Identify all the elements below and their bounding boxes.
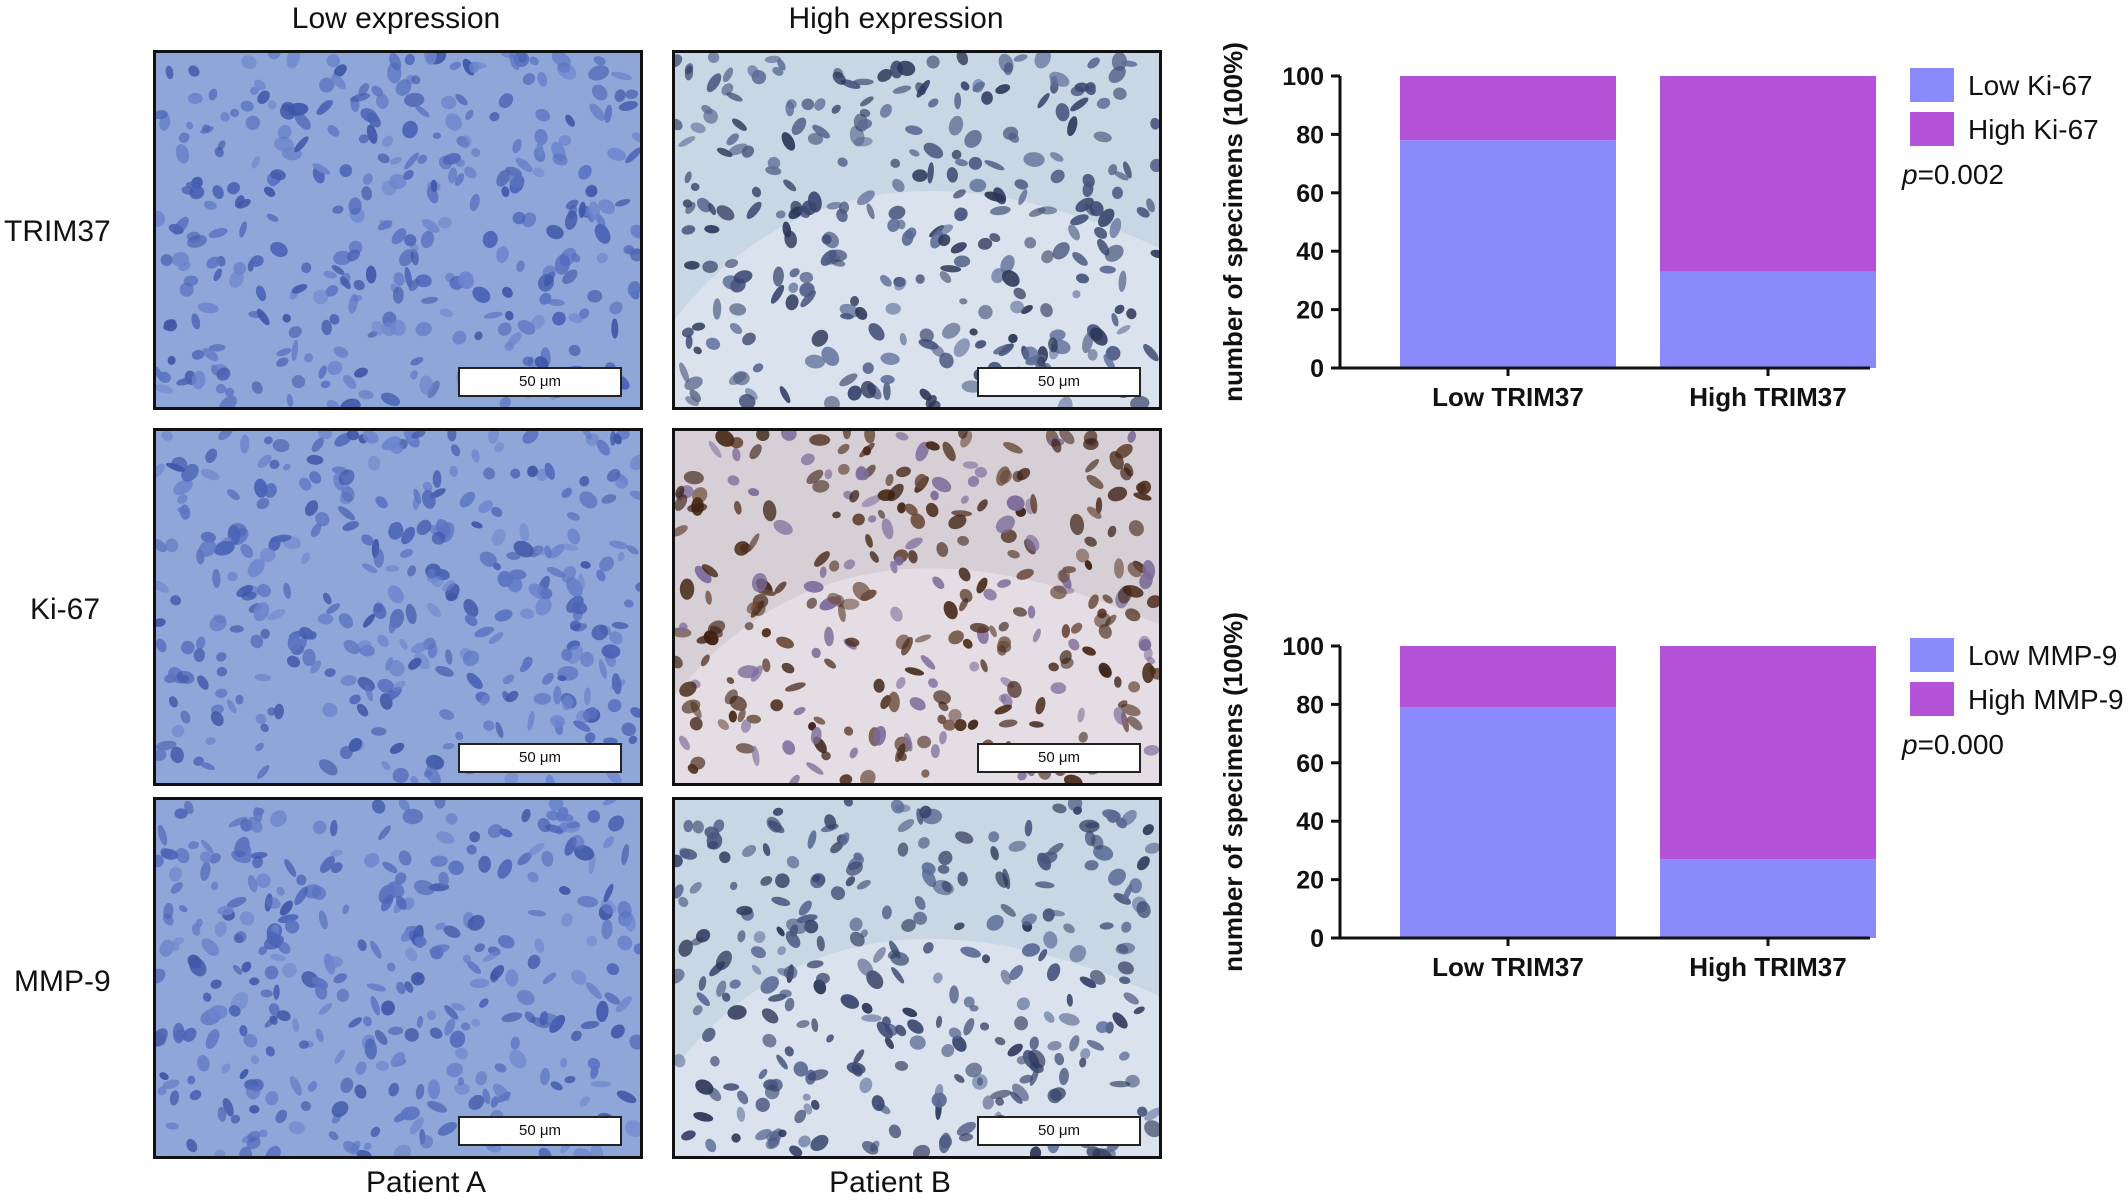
scale-bar: 50 μm [977, 1116, 1141, 1146]
bar-high-low-trim37 [1400, 646, 1616, 708]
legend-label: High Ki-67 [1968, 114, 2099, 145]
legend-swatch [1910, 68, 1954, 102]
x-tick-label: High TRIM37 [1689, 382, 1846, 412]
chart-mmp9: number of specimens (100%) Low TRIM37 High… [1210, 612, 2128, 1155]
y-tick-label: 60 [1296, 750, 1324, 778]
tissue-image [675, 431, 1159, 783]
x-tick-label: High TRIM37 [1689, 952, 1846, 982]
column-header-high: High expression [788, 2, 1004, 35]
legend-swatch [1910, 682, 1954, 716]
bar-low-low-trim37 [1400, 140, 1616, 368]
patient-label-b: Patient B [829, 1166, 951, 1199]
legend-swatch [1910, 112, 1954, 146]
legend-label: Low MMP-9 [1968, 640, 2117, 671]
tissue-image [675, 53, 1159, 407]
y-tick-label: 20 [1296, 297, 1324, 325]
micrograph-ki67-high: 50 μm [672, 428, 1162, 786]
micrograph-trim37-low: 50 μm [153, 50, 643, 410]
legend-swatch [1910, 638, 1954, 672]
bar-low-high-trim37 [1660, 859, 1876, 938]
patient-label-a: Patient A [365, 1166, 487, 1199]
y-tick-label: 80 [1296, 121, 1324, 149]
tissue-image [156, 431, 640, 783]
scale-bar: 50 μm [458, 1116, 622, 1146]
y-tick-label: 80 [1296, 691, 1324, 719]
bar-high-high-trim37 [1660, 76, 1876, 272]
y-tick-label: 40 [1296, 238, 1324, 266]
y-tick-label: 60 [1296, 180, 1324, 208]
row-label-ki67: Ki-67 [30, 593, 101, 626]
bar-high-low-trim37 [1400, 76, 1616, 141]
row-label-trim37: TRIM37 [4, 215, 111, 248]
row-label-mmp9: MMP-9 [14, 965, 111, 998]
y-tick-label: 0 [1310, 925, 1324, 953]
bar-low-low-trim37 [1400, 707, 1616, 938]
p-value-annotation: p=0.002 [1901, 159, 2004, 190]
y-axis-label: number of specimens (100%) [1218, 612, 1248, 972]
scale-bar: 50 μm [977, 367, 1141, 397]
x-tick-label: Low TRIM37 [1432, 382, 1584, 412]
chart-ki67-svg: number of specimens (100%) Low TRIM37 High… [1218, 42, 2099, 412]
p-value-annotation: p=0.000 [1901, 729, 2004, 760]
legend-label: High MMP-9 [1968, 684, 2124, 715]
y-tick-label: 40 [1296, 808, 1324, 836]
legend-label: Low Ki-67 [1968, 70, 2093, 101]
tissue-image [156, 53, 640, 407]
micrograph-mmp9-low: 50 μm [153, 797, 643, 1159]
scale-bar: 50 μm [458, 367, 622, 397]
micrograph-trim37-high: 50 μm [672, 50, 1162, 410]
scale-bar: 50 μm [458, 743, 622, 773]
y-axis-label: number of specimens (100%) [1218, 42, 1248, 402]
scale-bar: 50 μm [977, 743, 1141, 773]
y-tick-label: 0 [1310, 355, 1324, 383]
chart-mmp9-svg: number of specimens (100%) Low TRIM37 High… [1218, 612, 2124, 982]
y-tick-label: 100 [1282, 633, 1324, 661]
tissue-image [156, 800, 640, 1156]
column-header-low: Low expression [291, 2, 501, 35]
micrograph-ki67-low: 50 μm [153, 428, 643, 786]
bar-low-high-trim37 [1660, 271, 1876, 368]
micrograph-mmp9-high: 50 μm [672, 797, 1162, 1159]
chart-ki67: number of specimens (100%) Low TRIM37 High… [1210, 42, 2128, 585]
bar-high-high-trim37 [1660, 646, 1876, 860]
y-tick-label: 100 [1282, 63, 1324, 91]
tissue-image [675, 800, 1159, 1156]
y-tick-label: 20 [1296, 867, 1324, 895]
x-tick-label: Low TRIM37 [1432, 952, 1584, 982]
